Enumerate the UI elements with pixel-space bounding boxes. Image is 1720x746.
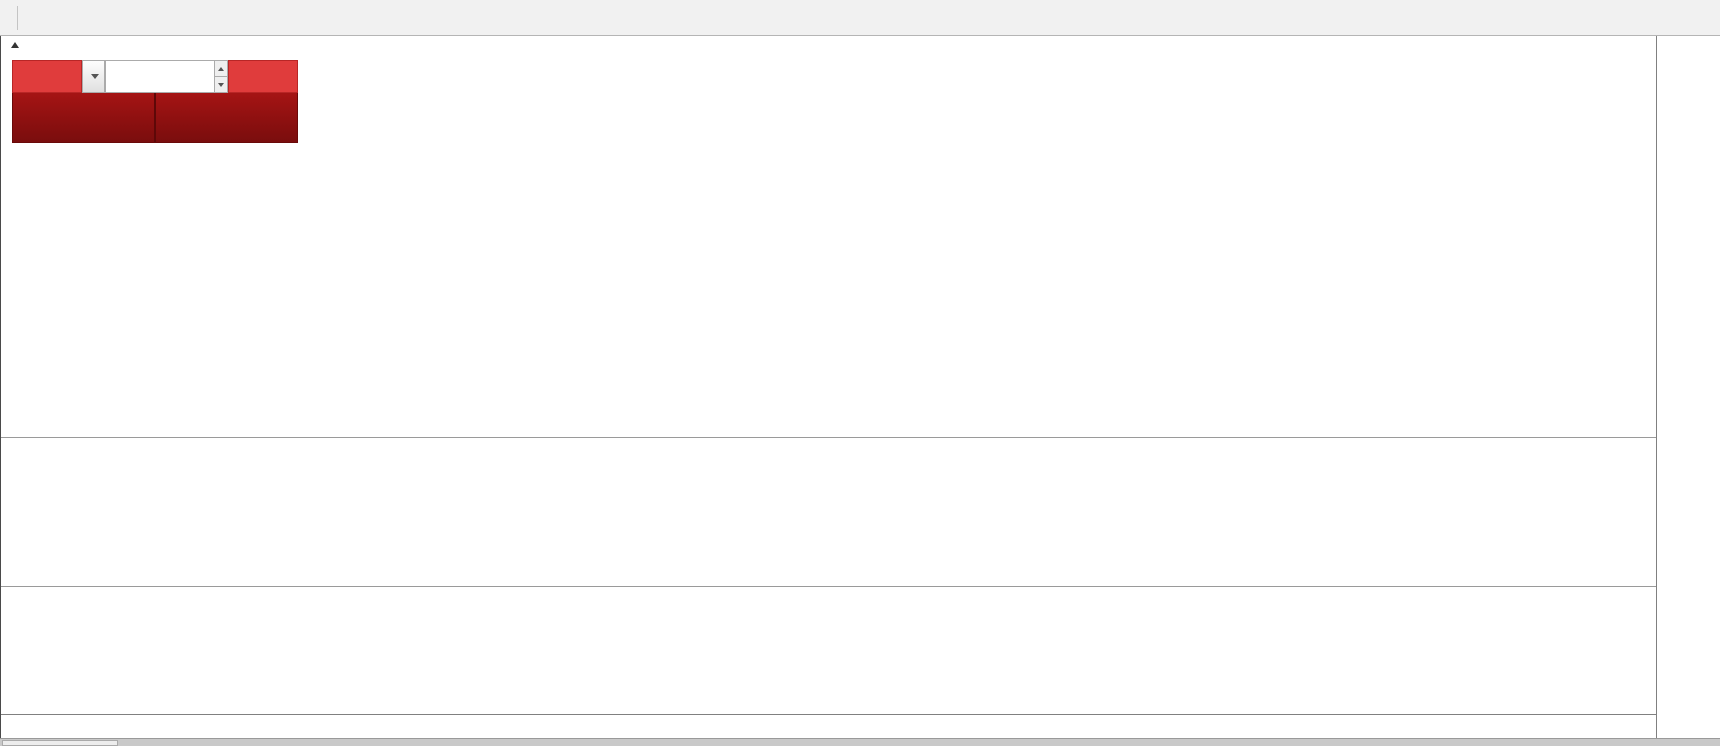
volume-field xyxy=(105,60,228,93)
chart-title xyxy=(11,42,33,48)
price-chart-panel[interactable] xyxy=(1,36,1657,437)
toolbar-separator xyxy=(17,5,18,30)
ask-price-button[interactable] xyxy=(156,93,297,142)
volume-spinner xyxy=(213,61,227,92)
rsi-panel[interactable] xyxy=(1,586,1657,714)
macd-label xyxy=(9,442,27,456)
rsi-label xyxy=(9,591,21,605)
caret-down-icon xyxy=(90,74,99,79)
bid-ask-divider xyxy=(154,93,156,142)
bottom-tab[interactable] xyxy=(2,740,118,746)
time-axis[interactable] xyxy=(1,714,1657,738)
caret-down-icon xyxy=(217,82,224,87)
sell-button[interactable] xyxy=(12,60,82,93)
volume-increase-button[interactable] xyxy=(214,61,227,76)
chart-window xyxy=(0,36,1720,746)
bid-price-button[interactable] xyxy=(13,93,154,142)
volume-input[interactable] xyxy=(106,61,214,92)
caret-up-icon xyxy=(217,66,224,71)
macd-panel[interactable] xyxy=(1,437,1657,586)
toolbar xyxy=(0,0,1720,36)
buy-button[interactable] xyxy=(228,60,298,93)
one-click-trading-widget xyxy=(12,60,298,143)
bottom-edge xyxy=(0,738,1720,746)
volume-dropdown-button[interactable] xyxy=(82,60,105,93)
volume-decrease-button[interactable] xyxy=(214,76,227,92)
chart-region[interactable] xyxy=(0,36,1657,738)
symbol-triangle-icon xyxy=(11,42,19,48)
bid-ask-display xyxy=(12,93,298,143)
price-scale[interactable] xyxy=(1656,36,1720,738)
